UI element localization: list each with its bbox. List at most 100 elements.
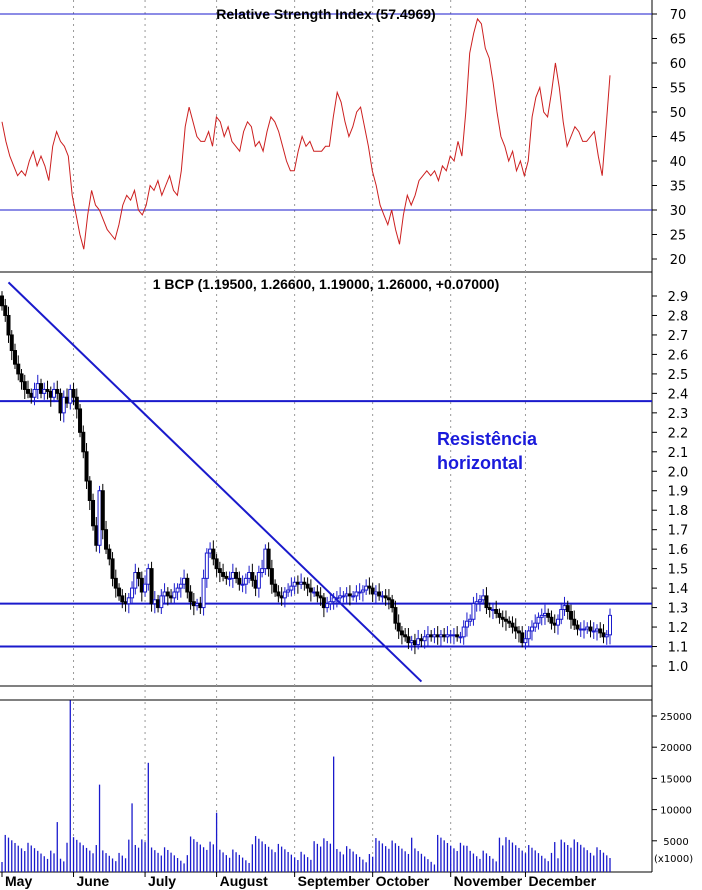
candle-body bbox=[295, 581, 300, 585]
candle-body bbox=[123, 601, 128, 605]
candle-body bbox=[263, 548, 268, 570]
candle-body bbox=[409, 640, 414, 644]
candle-body bbox=[442, 634, 447, 638]
candle-body bbox=[445, 634, 450, 638]
candle-body bbox=[484, 595, 489, 609]
rsi-tick-label: 60 bbox=[670, 57, 687, 72]
candle-body bbox=[367, 585, 372, 589]
candle-body bbox=[380, 595, 385, 598]
month-label: December bbox=[528, 873, 596, 889]
price-tick-label: 2.6 bbox=[668, 348, 689, 363]
candle-body bbox=[338, 595, 343, 599]
candle-body bbox=[208, 548, 213, 554]
price-title: 1 BCP (1.19500, 1.26600, 1.19000, 1.2600… bbox=[153, 276, 500, 292]
volume-tick-label: 10000 bbox=[660, 806, 692, 817]
candle-body bbox=[279, 595, 284, 599]
candle-body bbox=[536, 616, 541, 624]
candle-body bbox=[500, 616, 505, 620]
price-tick-label: 1.7 bbox=[668, 524, 689, 539]
candle-body bbox=[16, 363, 21, 375]
candle-body bbox=[448, 634, 453, 637]
candle-body bbox=[182, 577, 187, 585]
candle-body bbox=[315, 591, 320, 597]
candle-body bbox=[29, 392, 34, 398]
candle-body bbox=[26, 388, 31, 394]
candle-body bbox=[146, 568, 151, 585]
candle-body bbox=[234, 572, 239, 579]
x-axis-months: May June July August September October Novembe… bbox=[1, 872, 597, 889]
candle-body bbox=[149, 568, 154, 605]
rsi-tick-label: 20 bbox=[670, 253, 687, 268]
candle-body bbox=[490, 609, 495, 612]
candle-body bbox=[422, 636, 427, 642]
candle-body bbox=[575, 624, 580, 630]
candle-body bbox=[351, 595, 356, 598]
candle-body bbox=[598, 628, 603, 634]
candle-body bbox=[344, 593, 349, 597]
candle-body bbox=[608, 614, 612, 636]
candle-body bbox=[117, 587, 122, 597]
candle-body bbox=[243, 577, 248, 585]
candle-body bbox=[87, 480, 92, 501]
price-tick-label: 2.7 bbox=[668, 329, 689, 344]
price-tick-label: 2.4 bbox=[668, 387, 689, 402]
month-label: August bbox=[220, 873, 269, 889]
candle-body bbox=[399, 630, 404, 636]
price-tick-label: 2.2 bbox=[668, 426, 689, 441]
candle-body bbox=[325, 603, 330, 609]
candle-body bbox=[19, 373, 24, 383]
candle-body bbox=[516, 630, 521, 634]
price-tick-label: 1.4 bbox=[668, 582, 689, 597]
candle-body bbox=[65, 396, 70, 404]
panel-frames bbox=[0, 0, 653, 873]
candle-body bbox=[195, 603, 200, 607]
candle-body bbox=[250, 572, 255, 581]
candle-body bbox=[481, 595, 486, 601]
price-tick-label: 1.5 bbox=[668, 563, 689, 578]
candle-body bbox=[503, 618, 508, 622]
candle-body bbox=[253, 579, 258, 589]
candle-body bbox=[81, 431, 86, 453]
candle-body bbox=[581, 628, 586, 631]
candle-body bbox=[494, 609, 499, 614]
candle-body bbox=[520, 632, 525, 644]
candle-body bbox=[432, 634, 437, 638]
candle-body bbox=[429, 634, 434, 638]
candle-body bbox=[282, 591, 287, 599]
candle-body bbox=[565, 605, 570, 612]
candle-body bbox=[266, 548, 271, 570]
candle-body bbox=[568, 610, 573, 620]
candle-body bbox=[13, 350, 18, 365]
candle-body bbox=[562, 605, 567, 611]
candle-body bbox=[94, 525, 99, 546]
candle-body bbox=[585, 626, 590, 630]
month-gridlines bbox=[73, 0, 526, 872]
candle-body bbox=[318, 595, 323, 599]
annotation-line-1: Resistência bbox=[437, 429, 538, 449]
rsi-title: Relative Strength Index (57.4969) bbox=[216, 6, 435, 22]
candle-body bbox=[211, 548, 216, 560]
candle-body bbox=[9, 334, 14, 352]
price-tick-label: 1.2 bbox=[668, 621, 689, 636]
candle-body bbox=[240, 583, 245, 586]
candle-body bbox=[201, 577, 206, 609]
candle-body bbox=[159, 595, 164, 609]
candle-body bbox=[334, 597, 339, 600]
candle-body bbox=[110, 558, 115, 579]
candle-body bbox=[390, 599, 395, 609]
candle-body bbox=[55, 388, 60, 394]
month-label: July bbox=[148, 873, 176, 889]
candle-body bbox=[152, 599, 157, 605]
candle-body bbox=[360, 589, 365, 593]
candle-body bbox=[578, 628, 583, 631]
candle-body bbox=[497, 612, 502, 618]
volume-tick-label: 15000 bbox=[660, 774, 692, 785]
candle-body bbox=[214, 558, 219, 570]
candle-body bbox=[74, 396, 79, 410]
candle-body bbox=[412, 640, 417, 646]
candle-body bbox=[162, 591, 167, 597]
candle-body bbox=[403, 634, 408, 638]
candle-body bbox=[230, 572, 235, 579]
candle-body bbox=[6, 314, 11, 336]
candle-body bbox=[552, 622, 557, 626]
